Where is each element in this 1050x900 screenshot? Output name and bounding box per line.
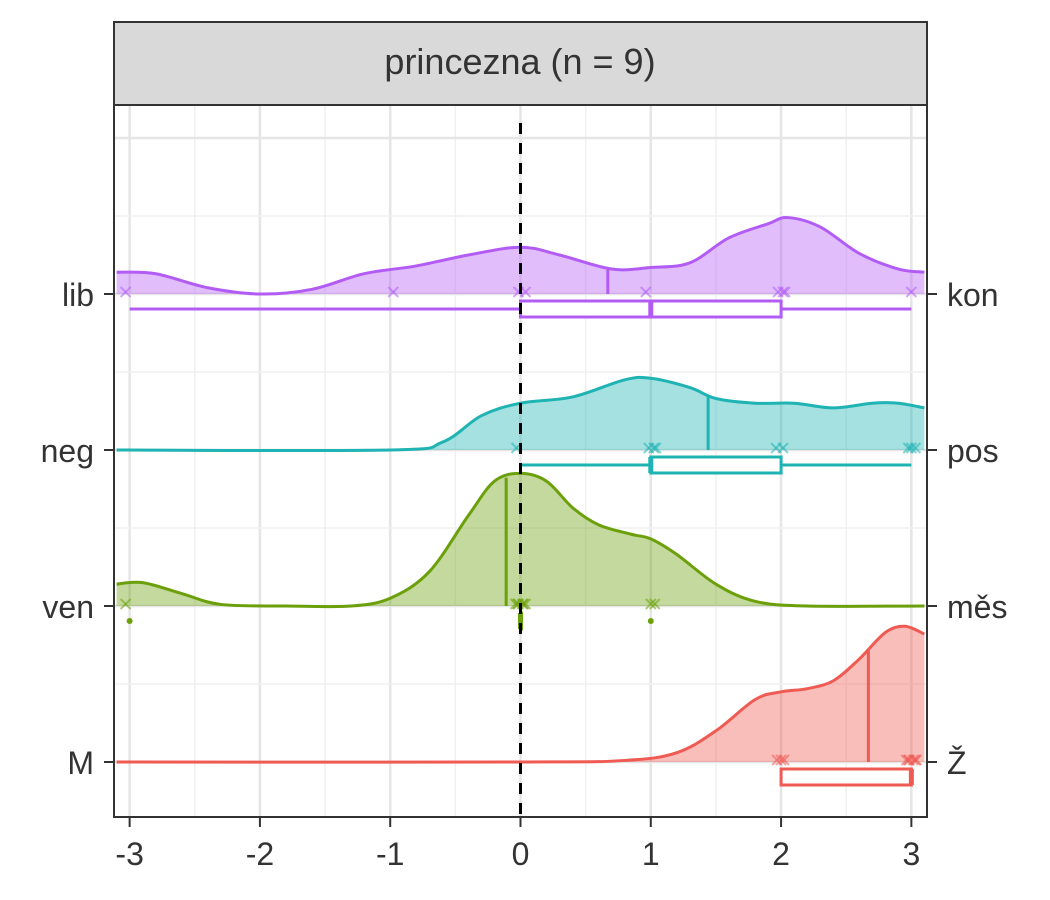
density-area: [116, 473, 925, 607]
outlier-point: [126, 618, 133, 624]
data-point: [777, 286, 789, 298]
density-curve: [116, 624, 926, 764]
data-point: [640, 286, 652, 298]
data-point-stroke: [777, 442, 789, 454]
data-point-stroke: [387, 286, 399, 298]
data-point: [645, 598, 657, 610]
series-M-Ž: [116, 624, 926, 787]
data-point: [648, 442, 660, 454]
data-point-stroke: [640, 286, 652, 298]
data-point-stroke: [909, 442, 922, 454]
data-point: [649, 598, 661, 610]
y-axis-label-right: pos: [947, 433, 999, 469]
density-area: [116, 217, 925, 295]
x-axis-tick-label: 0: [512, 836, 530, 872]
plot-panel: [113, 104, 928, 818]
data-point-stroke: [777, 286, 789, 298]
y-axis-label-left: M: [67, 745, 94, 781]
data-point: [519, 286, 532, 298]
data-point: [387, 286, 399, 298]
data-point: [905, 442, 918, 454]
data-point: [905, 286, 918, 298]
data-point-stroke: [905, 286, 918, 298]
data-point: [775, 754, 787, 766]
boxplot: [129, 299, 912, 319]
y-axis-label-right: Ž: [947, 745, 967, 781]
outlier-point: [647, 618, 654, 624]
x-axis-tick-label: 2: [772, 836, 790, 872]
data-point-stroke: [119, 286, 132, 298]
series-lib-kon: [116, 216, 925, 319]
density-curve: [116, 375, 925, 453]
data-point: [777, 442, 789, 454]
data-point-stroke: [649, 598, 661, 610]
density-curve: [116, 216, 925, 296]
data-point: [650, 442, 662, 454]
x-axis-tick-label: -1: [376, 836, 404, 872]
data-point-stroke: [909, 754, 922, 766]
data-point-stroke: [775, 754, 787, 766]
data-point-stroke: [778, 754, 790, 766]
data-point: [909, 442, 922, 454]
facet-strip-background: [113, 21, 928, 106]
boxplot: [520, 455, 912, 475]
data-point: [909, 754, 922, 766]
data-point-stroke: [648, 442, 660, 454]
box: [779, 767, 913, 787]
data-point: [119, 598, 132, 610]
facet-strip: princezna (n = 9): [113, 21, 928, 106]
x-axis-tick-label: 3: [902, 836, 920, 872]
data-point: [779, 286, 791, 298]
data-point-stroke: [645, 598, 657, 610]
data-point: [907, 754, 920, 766]
density-area: [116, 626, 925, 763]
x-axis-tick-label: -3: [115, 836, 143, 872]
data-point-stroke: [511, 598, 524, 610]
data-point-stroke: [907, 754, 920, 766]
data-point: [119, 286, 132, 298]
series-layer: [116, 216, 926, 787]
box: [649, 455, 783, 475]
y-axis-label-left: neg: [41, 433, 94, 469]
boxplot: [779, 767, 914, 787]
data-point-stroke: [905, 442, 918, 454]
x-axis-tick-label: -2: [246, 836, 274, 872]
data-point-stroke: [519, 286, 532, 298]
facet-title: princezna (n = 9): [384, 41, 655, 82]
y-axis-label-right: kon: [947, 277, 999, 313]
data-point-stroke: [650, 442, 662, 454]
data-point: [778, 754, 790, 766]
y-axis-label-left: lib: [62, 277, 94, 313]
y-axis-label-right: měs: [947, 589, 1007, 625]
x-axis-tick-label: 1: [642, 836, 660, 872]
data-point-stroke: [779, 286, 791, 298]
y-axis-label-left: ven: [42, 589, 94, 625]
data-point-stroke: [119, 598, 132, 610]
